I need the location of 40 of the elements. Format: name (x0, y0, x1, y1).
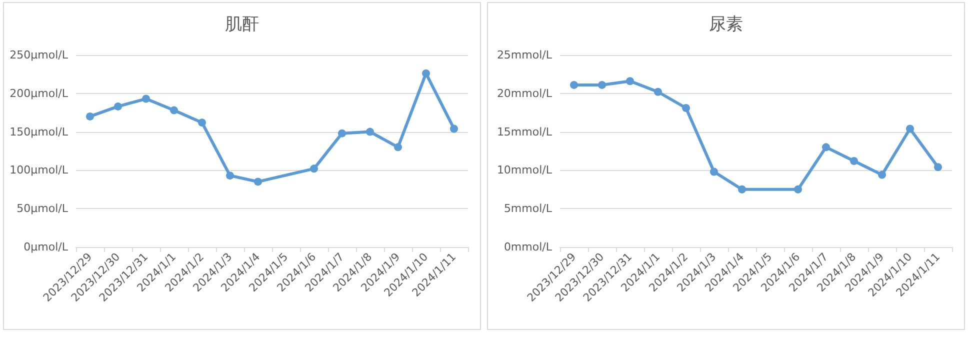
point (794, 185, 802, 194)
y-tick-label: 25mmol/L (496, 48, 553, 62)
point (850, 156, 858, 165)
y-tick-label: 0μmol/L (24, 240, 69, 254)
point (710, 168, 718, 176)
y-tick-label: 10mmol/L (496, 164, 553, 177)
point (738, 185, 746, 194)
point (142, 94, 150, 103)
point (654, 88, 662, 96)
point (934, 163, 942, 172)
chart-title: 尿素 (709, 14, 743, 34)
point (822, 143, 830, 152)
point (254, 178, 262, 186)
point (878, 170, 886, 179)
point (226, 172, 234, 180)
point (598, 80, 606, 89)
y-tick-label: 150μmol/L (10, 125, 69, 138)
point (86, 112, 94, 120)
point (198, 118, 206, 127)
y-tick-label: 50μmol/L (16, 202, 69, 216)
point (450, 124, 458, 133)
y-tick-label: 0mmol/L (504, 240, 553, 254)
y-tick-label: 100μmol/L (10, 164, 69, 177)
y-tick-label: 20mmol/L (496, 86, 553, 100)
chart-title: 肌酐 (225, 14, 259, 34)
point (114, 102, 122, 110)
y-tick-label: 5mmol/L (504, 202, 553, 216)
point (310, 164, 318, 173)
y-tick-label: 15mmol/L (496, 125, 553, 138)
point (906, 124, 914, 133)
point (626, 77, 634, 86)
y-tick-label: 250μmol/L (10, 48, 69, 62)
point (682, 104, 690, 112)
point (570, 80, 578, 89)
point (366, 128, 374, 136)
y-tick-label: 200μmol/L (10, 86, 69, 100)
point (338, 129, 346, 138)
point (394, 143, 402, 152)
point (170, 106, 178, 114)
point (422, 69, 430, 78)
